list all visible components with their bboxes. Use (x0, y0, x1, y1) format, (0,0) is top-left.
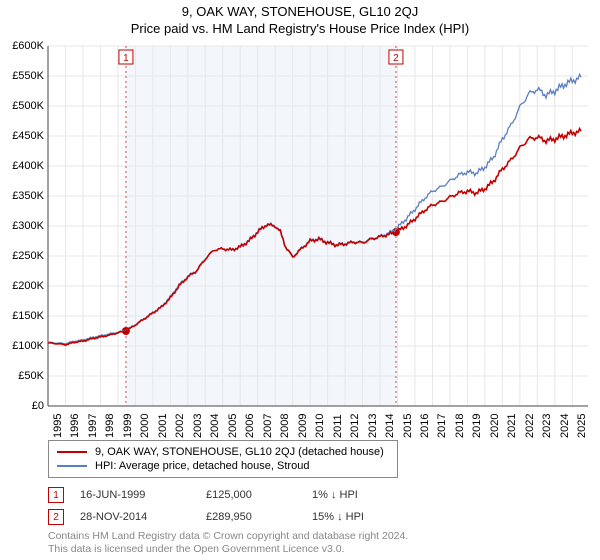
legend-label: 9, OAK WAY, STONEHOUSE, GL10 2QJ (detach… (95, 446, 384, 458)
x-tick-label: 2024 (559, 414, 571, 438)
x-tick-label: 1995 (52, 414, 64, 438)
sales-list: 1 16-JUN-1999 £125,000 1% ↓ HPI 2 28-NOV… (48, 484, 588, 528)
x-tick-label: 2000 (139, 414, 151, 438)
x-tick-label: 2005 (227, 414, 239, 438)
x-tick-label: 2021 (506, 414, 518, 438)
x-tick-label: 2013 (367, 414, 379, 438)
y-tick-label: £200K (12, 280, 44, 292)
sale-diff: 15% ↓ HPI (312, 511, 412, 523)
y-tick-label: £600K (12, 40, 44, 52)
y-tick-label: £550K (12, 70, 44, 82)
x-tick-label: 2022 (524, 414, 536, 438)
x-tick-label: 2019 (471, 414, 483, 438)
y-tick-label: £150K (12, 310, 44, 322)
x-tick-label: 2018 (454, 414, 466, 438)
x-tick-label: 2025 (576, 414, 588, 438)
x-tick-label: 2009 (297, 414, 309, 438)
y-tick-label: £100K (12, 340, 44, 352)
price-chart: 12 (0, 0, 600, 440)
x-tick-label: 2006 (244, 414, 256, 438)
legend-item-hpi: HPI: Average price, detached house, Stro… (57, 459, 389, 473)
x-tick-label: 2008 (279, 414, 291, 438)
legend-label: HPI: Average price, detached house, Stro… (95, 460, 309, 472)
svg-text:1: 1 (123, 53, 129, 64)
x-tick-label: 2004 (209, 414, 221, 438)
x-tick-label: 2010 (314, 414, 326, 438)
sale-marker-icon: 1 (48, 487, 64, 503)
y-tick-label: £300K (12, 220, 44, 232)
x-tick-label: 1999 (122, 414, 134, 438)
x-tick-label: 2016 (419, 414, 431, 438)
x-tick-label: 2007 (262, 414, 274, 438)
legend-item-property: 9, OAK WAY, STONEHOUSE, GL10 2QJ (detach… (57, 445, 389, 459)
sale-date: 16-JUN-1999 (80, 489, 190, 501)
credits-line: This data is licensed under the Open Gov… (48, 543, 588, 556)
legend: 9, OAK WAY, STONEHOUSE, GL10 2QJ (detach… (48, 440, 398, 478)
y-tick-label: £0 (32, 400, 44, 412)
sale-diff: 1% ↓ HPI (312, 489, 412, 501)
x-tick-label: 2012 (349, 414, 361, 438)
x-tick-label: 2015 (402, 414, 414, 438)
x-tick-label: 2011 (332, 414, 344, 438)
y-tick-label: £450K (12, 130, 44, 142)
credits: Contains HM Land Registry data © Crown c… (48, 530, 588, 556)
x-tick-label: 1997 (87, 414, 99, 438)
x-tick-label: 2020 (489, 414, 501, 438)
x-tick-label: 2014 (384, 414, 396, 438)
svg-text:2: 2 (393, 53, 399, 64)
y-tick-label: £500K (12, 100, 44, 112)
x-tick-label: 2003 (192, 414, 204, 438)
x-tick-label: 2002 (174, 414, 186, 438)
y-tick-label: £250K (12, 250, 44, 262)
credits-line: Contains HM Land Registry data © Crown c… (48, 530, 588, 543)
legend-swatch (57, 451, 87, 453)
y-tick-label: £350K (12, 190, 44, 202)
x-tick-label: 2017 (436, 414, 448, 438)
y-tick-label: £50K (18, 370, 44, 382)
sale-row: 2 28-NOV-2014 £289,950 15% ↓ HPI (48, 506, 588, 528)
y-tick-label: £400K (12, 160, 44, 172)
x-tick-label: 1996 (69, 414, 81, 438)
x-tick-label: 1998 (104, 414, 116, 438)
sale-price: £125,000 (206, 489, 296, 501)
sale-row: 1 16-JUN-1999 £125,000 1% ↓ HPI (48, 484, 588, 506)
x-tick-label: 2023 (541, 414, 553, 438)
legend-swatch (57, 465, 87, 467)
sale-price: £289,950 (206, 511, 296, 523)
sale-date: 28-NOV-2014 (80, 511, 190, 523)
x-tick-label: 2001 (157, 414, 169, 438)
sale-marker-icon: 2 (48, 509, 64, 525)
